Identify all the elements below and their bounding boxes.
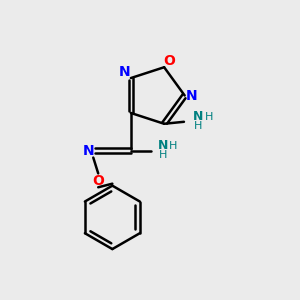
Text: H: H	[205, 112, 213, 122]
Text: N: N	[193, 110, 203, 123]
Text: H: H	[158, 150, 167, 160]
Text: N: N	[158, 139, 168, 152]
Text: H: H	[194, 121, 202, 131]
Text: O: O	[92, 174, 104, 188]
Text: H: H	[169, 141, 178, 151]
Text: O: O	[163, 54, 175, 68]
Text: N: N	[186, 88, 197, 103]
Text: N: N	[82, 144, 94, 158]
Text: N: N	[119, 65, 131, 79]
